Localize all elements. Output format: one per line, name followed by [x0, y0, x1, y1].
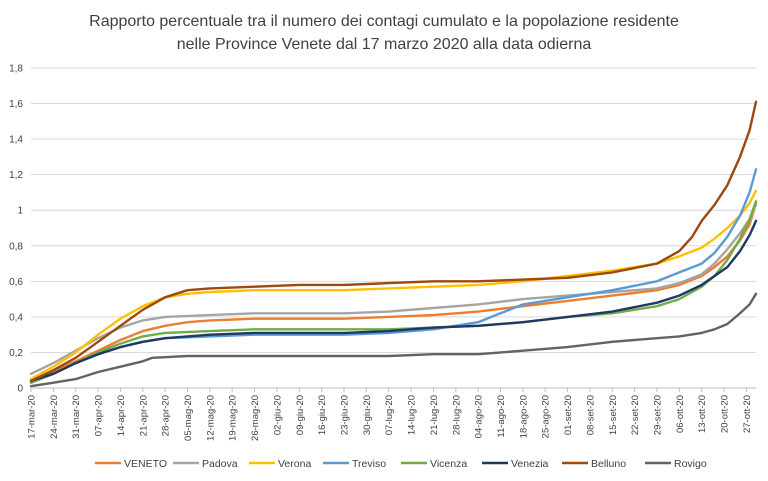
x-tick-label: 17-mar-20 — [27, 395, 38, 439]
x-tick-label: 14-lug-20 — [407, 395, 418, 435]
legend-label-treviso: Treviso — [352, 458, 386, 470]
series-line-belluno — [29, 100, 758, 383]
x-tick-label: 15-set-20 — [608, 395, 619, 435]
y-tick-label: 0,6 — [9, 277, 23, 288]
x-tick-label: 12-mag-20 — [205, 395, 216, 441]
series-line-rovigo — [29, 292, 758, 388]
y-tick-label: 1,2 — [9, 170, 23, 181]
x-tick-label: 30-giu-20 — [362, 395, 373, 435]
x-tick-label: 28-apr-20 — [161, 395, 172, 436]
x-tick-label: 13-ott-20 — [697, 395, 708, 433]
legend-label-verona: Verona — [278, 458, 311, 470]
y-tick-label: 0,8 — [9, 241, 23, 252]
legend-label-venezia: Venezia — [511, 458, 549, 470]
series-lines — [29, 100, 758, 388]
series-line-verona — [29, 189, 758, 381]
y-tick-label: 0,4 — [9, 312, 23, 323]
x-tick-label: 25-ago-20 — [541, 395, 552, 438]
x-tick-label: 29-set-20 — [652, 395, 663, 435]
gridlines — [31, 67, 756, 353]
x-axis-ticks: 17-mar-20 24-mar-20 31-mar-20 07-apr-20 14-a… — [27, 388, 753, 441]
y-axis-ticks: 0 0,2 0,4 0,6 0,8 1 1,2 1,4 1,6 1,8 — [9, 64, 23, 395]
x-tick-label: 20-ott-20 — [720, 395, 731, 433]
x-tick-label: 07-apr-20 — [94, 395, 105, 436]
x-tick-label: 07-lug-20 — [384, 395, 395, 435]
series-line-treviso — [29, 168, 758, 384]
y-tick-label: 0 — [17, 384, 23, 395]
legend-label-vicenza: Vicenza — [430, 458, 467, 470]
legend-label-belluno: Belluno — [591, 458, 626, 470]
x-tick-label: 22-set-20 — [630, 395, 641, 435]
x-tick-label: 19-mag-20 — [228, 395, 239, 441]
series-line-padova — [29, 203, 758, 375]
x-tick-label: 08-set-20 — [585, 395, 596, 435]
x-tick-label: 23-giu-20 — [339, 395, 350, 435]
series-line-veneto — [29, 201, 758, 383]
x-tick-label: 26-mag-20 — [250, 395, 261, 441]
x-tick-label: 16-giu-20 — [317, 395, 328, 435]
legend-label-padova: Padova — [202, 458, 238, 470]
x-tick-label: 24-mar-20 — [49, 395, 60, 439]
chart-title-line-2: nelle Province Venete dal 17 marzo 2020 … — [177, 36, 592, 53]
legend: VENETO Padova Verona Treviso Vicenza Venezia B… — [95, 458, 707, 470]
x-tick-label: 18-ago-20 — [518, 395, 529, 438]
x-tick-label: 27-ott-20 — [742, 395, 753, 433]
y-tick-label: 0,2 — [9, 348, 23, 359]
y-tick-label: 1,8 — [9, 64, 23, 75]
x-tick-label: 09-giu-20 — [295, 395, 306, 435]
x-tick-label: 14-apr-20 — [116, 395, 127, 436]
x-tick-label: 06-ott-20 — [675, 395, 686, 433]
x-tick-label: 04-ago-20 — [474, 395, 485, 438]
y-tick-label: 1,6 — [9, 99, 23, 110]
x-tick-label: 21-apr-20 — [138, 395, 149, 436]
x-tick-label: 21-lug-20 — [429, 395, 440, 435]
y-tick-label: 1 — [17, 206, 23, 217]
y-tick-label: 1,4 — [9, 135, 23, 146]
x-tick-label: 31-mar-20 — [71, 395, 82, 439]
x-tick-label: 05-mag-20 — [183, 395, 194, 441]
x-tick-label: 11-ago-20 — [496, 395, 507, 438]
chart-title-line-1: Rapporto percentuale tra il numero dei c… — [89, 13, 679, 30]
legend-label-rovigo: Rovigo — [674, 458, 707, 470]
x-tick-label: 01-set-20 — [563, 395, 574, 435]
x-tick-label: 28-lug-20 — [451, 395, 462, 435]
series-line-venezia — [29, 219, 758, 383]
x-tick-label: 02-giu-20 — [272, 395, 283, 435]
legend-label-veneto: VENETO — [124, 458, 167, 470]
